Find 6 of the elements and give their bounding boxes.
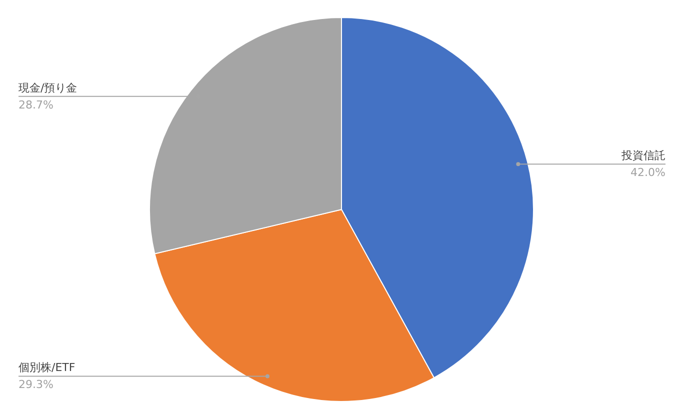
data-label: 42.0%: [630, 166, 666, 180]
slice-label: 個別株/ETF: [18, 361, 76, 374]
data-label: 28.7%: [18, 98, 54, 112]
slice-label: 現金/預り金: [18, 81, 78, 94]
data-label: 29.3%: [18, 378, 54, 392]
slice-label: 投資信託: [620, 149, 666, 162]
